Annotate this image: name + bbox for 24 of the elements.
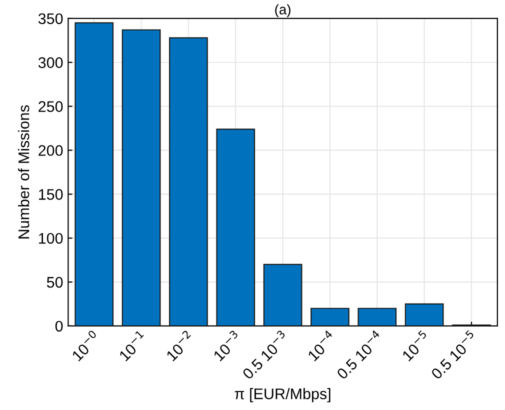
y-tick-label: 300 xyxy=(38,57,63,68)
x-tick-label: 10$^{−2}$ xyxy=(164,330,196,362)
y-tick-label: 250 xyxy=(38,101,63,112)
y-tick-label: 0 xyxy=(55,320,63,332)
bar xyxy=(310,308,350,326)
y-tick-label: 100 xyxy=(38,232,63,244)
bar xyxy=(263,264,302,326)
bar xyxy=(169,37,208,326)
bar xyxy=(74,22,114,326)
x-tick-label: 10$^{−1}$ xyxy=(116,330,148,362)
x-tick-label: 0.5 10$^{−3}$ xyxy=(240,330,290,380)
y-axis-title: Number of Missions xyxy=(18,105,30,238)
x-tick-label: 10$^{−0}$ xyxy=(69,330,102,362)
y-tick-label: 150 xyxy=(38,189,63,200)
bar xyxy=(216,128,256,326)
bar xyxy=(122,29,161,326)
y-tick-label: 50 xyxy=(46,276,63,288)
x-axis-title: π [EUR/Mbps] xyxy=(234,388,330,402)
bar xyxy=(404,303,444,326)
y-tick-label: 200 xyxy=(38,145,63,156)
x-tick-label: 10$^{−3}$ xyxy=(210,330,242,362)
y-tick-label: 350 xyxy=(38,13,63,24)
bar xyxy=(358,308,397,326)
chart-title: (a) xyxy=(275,4,290,18)
